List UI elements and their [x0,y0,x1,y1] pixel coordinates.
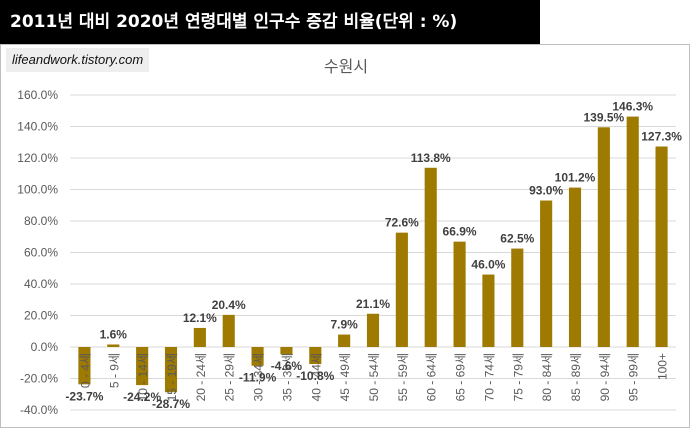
bar [309,347,322,365]
data-label: 7.9% [330,318,358,332]
data-label: 101.2% [555,171,596,185]
y-tick-label: 20.0% [24,309,58,323]
data-label: -23.7% [65,389,103,403]
bar [655,146,668,347]
chart-title: 수원시 [324,57,368,76]
bar [511,248,524,347]
y-tick-label: -40.0% [20,403,58,417]
x-tick-label: 70 - 74세 [482,353,496,401]
x-tick-label: 75 - 79세 [511,353,525,401]
data-label: 93.0% [529,184,563,198]
bar [597,127,610,347]
bar [540,200,553,347]
bar [366,313,380,347]
data-label: -28.7% [152,397,190,411]
y-tick-label: -20.0% [20,372,58,386]
data-label: 146.3% [612,100,653,114]
watermark-text: lifeandwork.tistory.com [12,52,144,67]
x-tick-label: 80 - 84세 [540,353,554,401]
data-label: 1.6% [100,327,128,341]
data-label: 127.3% [641,130,682,144]
x-tick-label: 65 - 69세 [454,353,468,401]
bar [107,344,120,347]
x-axis-ticks: 0 - 4세 5 - 9세 10 - 14세 15 - 19세 20 - 24세 25 -… [78,353,669,401]
data-label: 113.8% [411,151,451,165]
y-tick-label: 80.0% [24,214,58,228]
bar [568,187,582,347]
bars [78,116,668,393]
bar [482,274,495,347]
x-tick-label: 85 - 89세 [569,353,583,401]
y-tick-label: 100.0% [17,183,58,197]
x-tick-label: 15 - 19세 [165,353,179,401]
bar [193,327,206,347]
x-tick-label: 95 - 99세 [627,353,641,401]
data-label: -11.9% [239,371,277,385]
data-label: 139.5% [584,110,625,124]
page-title: 2011년 대비 2020년 연령대별 인구수 증감 비율(단위 : %) [10,12,458,32]
x-tick-label: 10 - 14세 [136,353,150,401]
x-tick-label: 25 - 29세 [223,353,237,401]
bar [395,232,408,347]
data-label: 12.1% [183,311,217,325]
x-tick-label: 20 - 24세 [194,353,208,401]
x-tick-label: 45 - 49세 [338,353,352,401]
y-tick-label: 40.0% [24,277,58,291]
bar [222,314,235,347]
page-title-banner: 2011년 대비 2020년 연령대별 인구수 증감 비율(단위 : %) [0,0,540,44]
y-axis-ticks: -40.0% -20.0% 0.0% 20.0% 40.0% 60.0% 80.0% 100.… [17,88,58,417]
bar [251,347,264,366]
data-label: 46.0% [471,258,505,272]
data-label: 72.6% [385,216,419,230]
x-tick-label: 30 - 34세 [252,353,266,401]
x-tick-label: 100+ [656,353,670,380]
x-tick-label: 50 - 54세 [367,353,381,401]
bar [338,334,351,347]
bar [453,241,466,347]
data-label: -24.2% [123,390,161,404]
watermark: lifeandwork.tistory.com [6,48,150,72]
x-tick-label: 55 - 59세 [396,353,410,401]
bar [626,116,639,347]
x-tick-label: 60 - 64세 [425,353,439,401]
chart-frame [0,44,690,428]
data-label: -10.8% [296,369,334,383]
x-tick-label: 5 - 9세 [107,353,121,388]
data-label: 66.9% [443,225,477,239]
y-tick-label: 0.0% [31,340,59,354]
y-tick-label: 160.0% [17,88,58,102]
x-tick-label: 35 - 39세 [280,353,294,401]
bar [424,167,437,347]
data-label: 21.1% [356,297,390,311]
y-tick-label: 140.0% [17,120,58,134]
y-tick-label: 60.0% [24,246,58,260]
x-tick-label: 0 - 4세 [78,353,92,388]
data-label: 20.4% [212,298,246,312]
data-label: -4.6% [271,359,303,373]
x-tick-label: 90 - 94세 [598,353,612,401]
x-tick-label: 40 - 44세 [309,353,323,401]
bar [164,347,178,393]
y-tick-label: 120.0% [17,151,58,165]
bar [136,347,149,386]
data-label: 62.5% [500,232,534,246]
bar [280,347,293,355]
data-labels: -23.7% 1.6% -24.2%-28.7% 12.1%20.4% -11.9%-4… [65,100,682,412]
bar [78,347,91,385]
